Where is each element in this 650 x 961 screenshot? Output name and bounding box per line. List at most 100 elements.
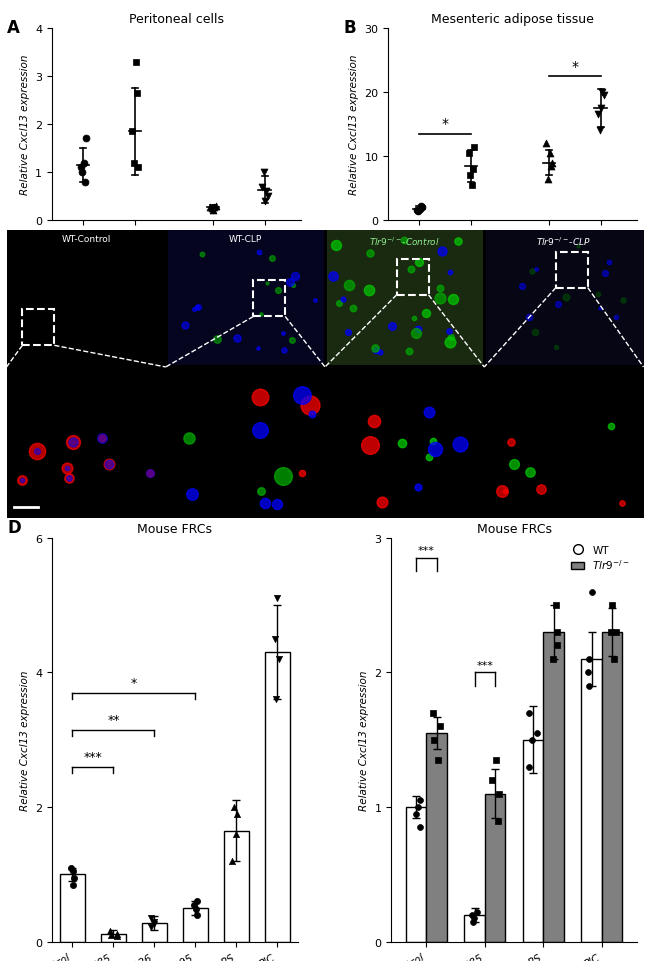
Text: A: A bbox=[7, 19, 20, 37]
Point bbox=[260, 194, 270, 209]
Point bbox=[583, 665, 593, 680]
Point bbox=[584, 652, 594, 667]
Point bbox=[595, 124, 605, 139]
Bar bbox=[406, 807, 426, 942]
Point bbox=[465, 168, 475, 184]
Point bbox=[411, 806, 422, 822]
Point bbox=[427, 705, 437, 721]
Bar bbox=[464, 915, 485, 942]
Point bbox=[552, 625, 562, 640]
Point bbox=[111, 928, 122, 944]
Point bbox=[467, 907, 477, 923]
Point bbox=[106, 927, 116, 943]
Point bbox=[467, 178, 477, 193]
Point bbox=[68, 876, 78, 892]
Point bbox=[610, 625, 621, 640]
Point bbox=[545, 159, 556, 174]
Point bbox=[436, 719, 446, 734]
Point bbox=[274, 652, 284, 667]
Point bbox=[146, 911, 156, 926]
Point bbox=[211, 199, 221, 214]
Point bbox=[79, 156, 89, 171]
Point bbox=[75, 160, 86, 176]
Title: Mouse FRCs: Mouse FRCs bbox=[137, 523, 213, 535]
Text: *: * bbox=[441, 117, 448, 132]
Point bbox=[146, 920, 156, 935]
Point bbox=[263, 189, 273, 205]
Text: D: D bbox=[8, 518, 21, 536]
Point bbox=[207, 202, 217, 217]
Bar bbox=[22, 310, 55, 346]
Point bbox=[413, 204, 423, 219]
Point bbox=[77, 165, 87, 181]
Text: Control: Control bbox=[144, 242, 184, 252]
Point bbox=[584, 678, 594, 694]
Point bbox=[551, 638, 562, 653]
Y-axis label: Relative Cxcl13 expression: Relative Cxcl13 expression bbox=[348, 55, 359, 195]
Point bbox=[270, 692, 281, 707]
Point bbox=[527, 732, 538, 748]
Point bbox=[609, 652, 619, 667]
Text: WT-CLP: WT-CLP bbox=[229, 235, 262, 244]
Point bbox=[227, 853, 238, 869]
Bar bbox=[581, 659, 602, 942]
Bar bbox=[325, 382, 484, 519]
Bar bbox=[556, 253, 588, 288]
Point bbox=[209, 200, 220, 215]
Point bbox=[469, 139, 480, 155]
Point bbox=[544, 146, 554, 161]
Point bbox=[131, 86, 142, 102]
Point bbox=[487, 773, 497, 788]
Point bbox=[548, 652, 558, 667]
Point bbox=[133, 160, 144, 176]
Point bbox=[79, 175, 90, 190]
Point bbox=[81, 132, 92, 147]
Text: ***: *** bbox=[84, 751, 102, 763]
Bar bbox=[224, 830, 249, 942]
Point bbox=[524, 705, 534, 721]
Text: CLP: CLP bbox=[590, 242, 610, 252]
Y-axis label: Relative Cxcl13 expression: Relative Cxcl13 expression bbox=[359, 670, 369, 810]
Point bbox=[593, 108, 603, 123]
Point bbox=[188, 898, 199, 913]
Y-axis label: Relative Cxcl13 expression: Relative Cxcl13 expression bbox=[20, 670, 30, 810]
Point bbox=[413, 800, 423, 815]
Point bbox=[208, 203, 218, 218]
Text: CLP: CLP bbox=[254, 242, 274, 252]
Bar bbox=[6, 231, 166, 367]
Text: B: B bbox=[343, 19, 356, 37]
Text: *: * bbox=[571, 60, 578, 74]
Bar bbox=[183, 908, 207, 942]
Point bbox=[229, 800, 240, 815]
Point bbox=[491, 752, 501, 768]
Bar bbox=[166, 231, 325, 367]
Point bbox=[467, 914, 478, 929]
Point bbox=[606, 625, 617, 640]
Point bbox=[415, 820, 425, 835]
Point bbox=[532, 726, 542, 741]
Text: $Tlr9^{-/-}$-Control: $Tlr9^{-/-}$-Control bbox=[369, 235, 440, 247]
Text: ***: *** bbox=[418, 546, 435, 555]
Point bbox=[415, 793, 425, 808]
Bar bbox=[396, 259, 428, 296]
Point bbox=[272, 591, 282, 606]
Point bbox=[131, 55, 141, 70]
Point bbox=[105, 924, 116, 939]
Bar bbox=[325, 231, 484, 367]
Text: **: ** bbox=[107, 713, 120, 727]
Bar bbox=[484, 382, 644, 519]
Point bbox=[524, 759, 534, 775]
Title: Peritoneal cells: Peritoneal cells bbox=[129, 13, 224, 26]
Point bbox=[467, 162, 478, 178]
Point bbox=[127, 125, 138, 140]
Point bbox=[149, 917, 159, 932]
Text: WT-Control: WT-Control bbox=[62, 235, 110, 244]
Point bbox=[112, 926, 122, 942]
Bar bbox=[484, 231, 644, 367]
Legend: WT, $Tlr9^{-/-}$: WT, $Tlr9^{-/-}$ bbox=[569, 543, 632, 574]
Point bbox=[551, 598, 561, 613]
Point bbox=[547, 156, 557, 171]
Bar bbox=[523, 740, 543, 942]
Bar bbox=[166, 382, 325, 519]
Point bbox=[411, 203, 422, 218]
